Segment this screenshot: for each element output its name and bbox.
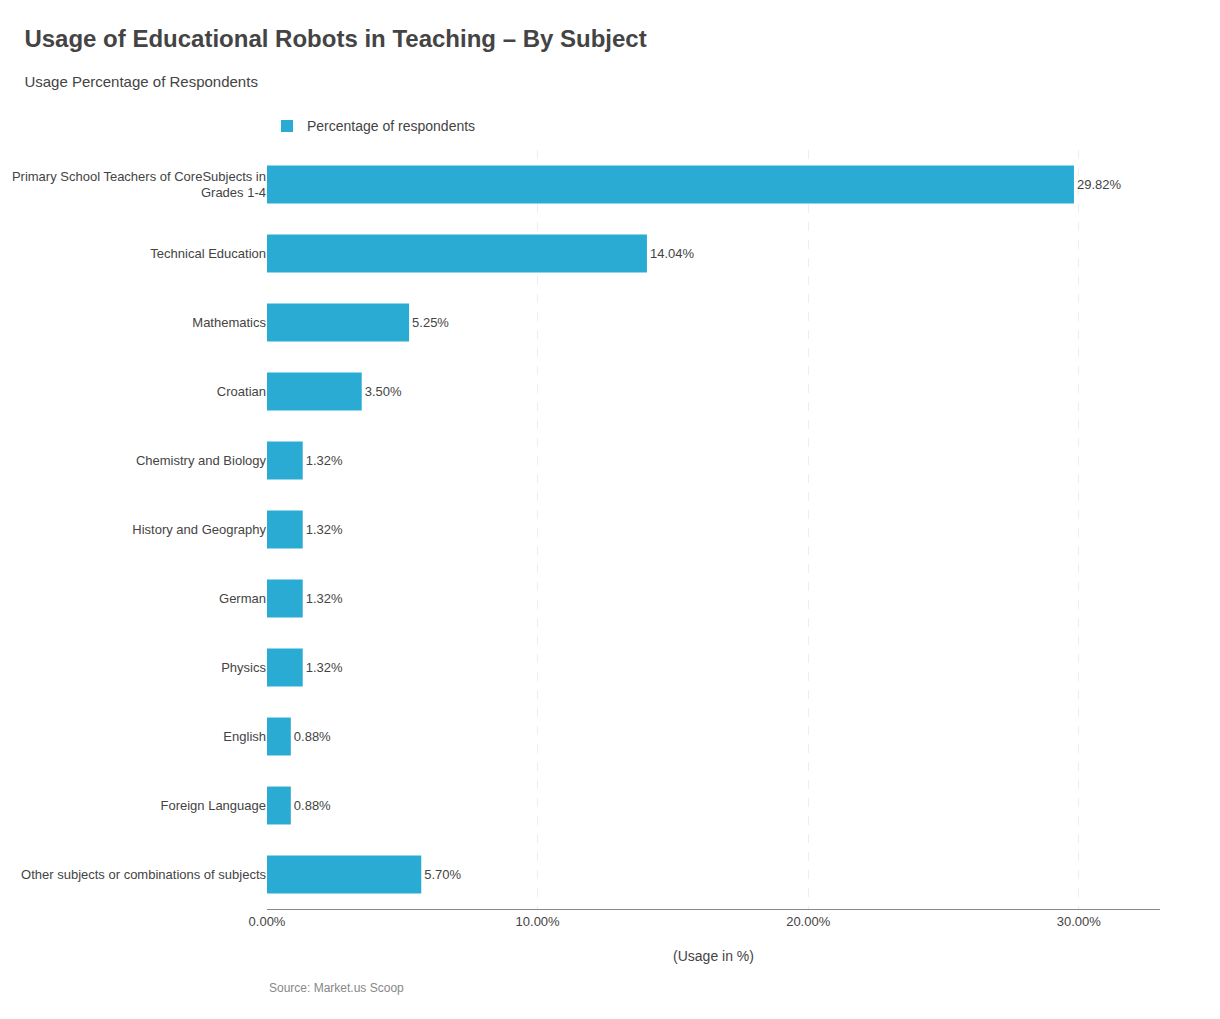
svg-text:(Usage in %): (Usage in %): [673, 948, 754, 964]
svg-text:10.00%: 10.00%: [516, 914, 561, 929]
svg-text:Other subjects or combinations: Other subjects or combinations of subjec…: [21, 867, 266, 882]
svg-text:14.04%: 14.04%: [650, 246, 695, 261]
svg-text:5.25%: 5.25%: [412, 315, 449, 330]
svg-text:Percentage of respondents: Percentage of respondents: [307, 118, 475, 134]
svg-text:Foreign Language: Foreign Language: [160, 798, 266, 813]
svg-text:Croatian: Croatian: [217, 384, 266, 399]
svg-text:5.70%: 5.70%: [424, 867, 461, 882]
svg-text:Source: Market.us Scoop: Source: Market.us Scoop: [269, 981, 404, 995]
svg-text:1.32%: 1.32%: [306, 660, 343, 675]
svg-text:1.32%: 1.32%: [306, 522, 343, 537]
svg-text:20.00%: 20.00%: [786, 914, 831, 929]
svg-text:Chemistry and Biology: Chemistry and Biology: [136, 453, 267, 468]
svg-text:English: English: [223, 729, 266, 744]
svg-text:German: German: [219, 591, 266, 606]
svg-text:30.00%: 30.00%: [1057, 914, 1102, 929]
svg-text:Mathematics: Mathematics: [192, 315, 266, 330]
svg-text:Usage Percentage of Respondent: Usage Percentage of Respondents: [24, 73, 258, 90]
svg-text:0.88%: 0.88%: [294, 729, 331, 744]
svg-text:Primary School Teachers of Cor: Primary School Teachers of CoreSubjects …: [12, 169, 266, 201]
svg-text:3.50%: 3.50%: [365, 384, 402, 399]
svg-text:1.32%: 1.32%: [306, 453, 343, 468]
svg-text:Technical Education: Technical Education: [150, 246, 266, 261]
svg-text:Physics: Physics: [221, 660, 266, 675]
svg-text:1.32%: 1.32%: [306, 591, 343, 606]
svg-text:Usage of Educational Robots in: Usage of Educational Robots in Teaching …: [24, 25, 646, 52]
svg-text:0.88%: 0.88%: [294, 798, 331, 813]
svg-text:29.82%: 29.82%: [1077, 177, 1122, 192]
svg-text:History and Geography: History and Geography: [132, 522, 266, 537]
svg-text:0.00%: 0.00%: [249, 914, 286, 929]
